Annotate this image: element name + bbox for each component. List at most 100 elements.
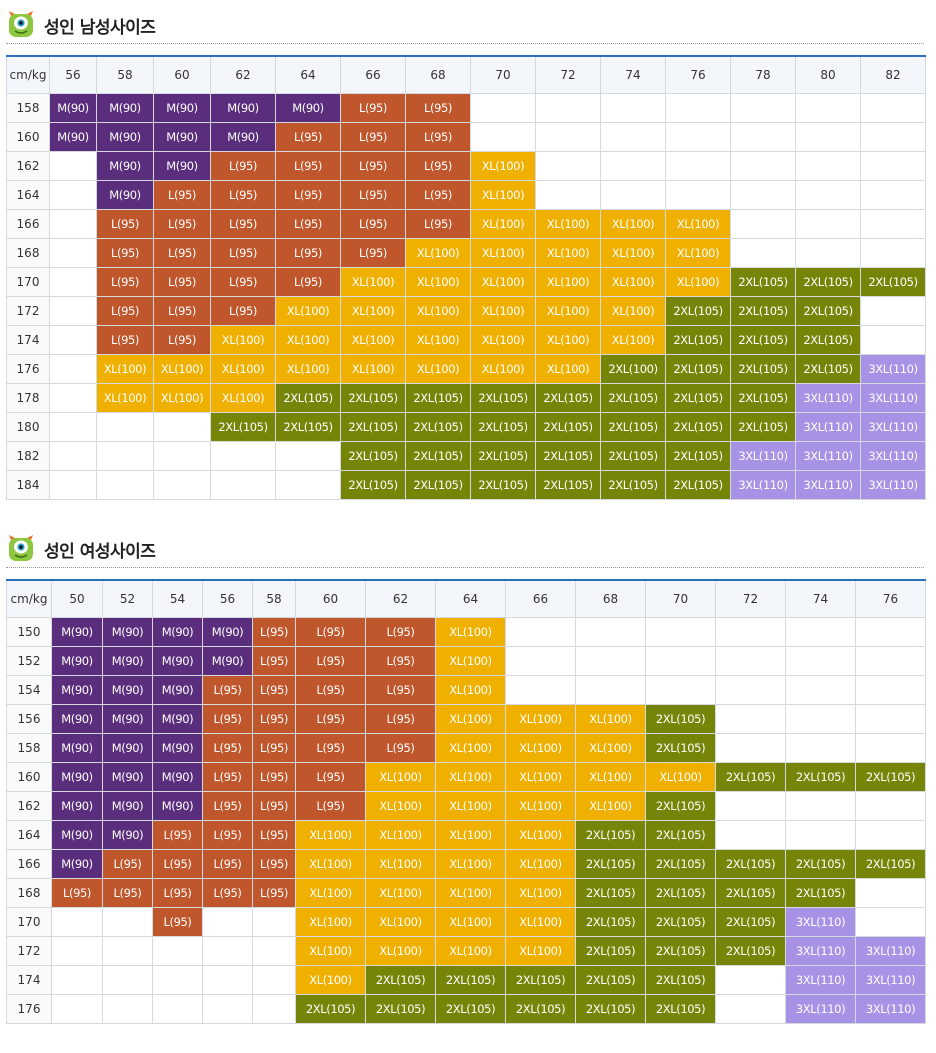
table-row: 168 L(95) L(95) L(95) L(95) L(95) XL(100) XL(10… — [6, 238, 926, 268]
size-cell: XL(100) — [295, 849, 366, 879]
size-cell: 2XL(105) — [730, 325, 796, 355]
height-header: 156 — [6, 704, 52, 734]
size-cell: 2XL(105) — [340, 441, 406, 471]
size-cell: L(95) — [153, 238, 211, 268]
empty-cell — [252, 907, 296, 937]
empty-cell — [665, 122, 731, 152]
size-cell: L(95) — [365, 675, 436, 705]
empty-cell — [860, 325, 926, 355]
men-section-header: 성인 남성사이즈 — [0, 0, 936, 44]
size-cell: L(95) — [51, 878, 103, 908]
size-cell: 3XL(110) — [785, 965, 856, 995]
size-cell: L(95) — [295, 791, 366, 821]
height-header: 166 — [6, 209, 50, 239]
empty-cell — [665, 151, 731, 181]
empty-cell — [730, 93, 796, 123]
weight-header: 68 — [405, 55, 471, 94]
weight-header: 60 — [295, 579, 366, 618]
empty-cell — [795, 238, 861, 268]
empty-cell — [252, 994, 296, 1024]
weight-header: 62 — [365, 579, 436, 618]
empty-cell — [855, 704, 926, 734]
size-cell: L(95) — [153, 180, 211, 210]
empty-cell — [665, 180, 731, 210]
size-cell: 3XL(110) — [860, 470, 926, 500]
table-row: 162 M(90) M(90) L(95) L(95) L(95) L(95) XL(100) — [6, 151, 926, 181]
size-cell: L(95) — [405, 93, 471, 123]
weight-header: 74 — [785, 579, 856, 618]
size-cell: 2XL(105) — [645, 849, 716, 879]
table-row: 158 M(90) M(90) M(90) L(95) L(95) L(95) L(95) XL… — [6, 733, 926, 763]
size-cell: XL(100) — [575, 733, 646, 763]
empty-cell — [600, 180, 666, 210]
table-row: 170 L(95) XL(100) XL(100) XL(100) XL(100) 2XL(… — [6, 907, 926, 937]
empty-cell — [795, 180, 861, 210]
weight-header: 62 — [210, 55, 276, 94]
size-cell: M(90) — [96, 180, 154, 210]
corner-header: cm/kg — [6, 55, 50, 94]
height-header: 158 — [6, 733, 52, 763]
height-header: 150 — [6, 617, 52, 647]
size-cell: 2XL(105) — [645, 704, 716, 734]
size-cell: L(95) — [202, 849, 253, 879]
size-cell: 2XL(105) — [575, 994, 646, 1024]
size-cell: XL(100) — [405, 238, 471, 268]
size-cell: L(95) — [365, 646, 436, 676]
size-cell: XL(100) — [405, 325, 471, 355]
size-cell: XL(100) — [275, 354, 341, 384]
size-cell: 2XL(105) — [405, 441, 471, 471]
size-cell: 2XL(105) — [645, 965, 716, 995]
size-cell: 2XL(105) — [795, 354, 861, 384]
table-row: 158 M(90) M(90) M(90) M(90) M(90) L(95) L(95) — [6, 93, 926, 123]
women-section-divider — [6, 567, 924, 568]
size-cell: XL(100) — [505, 820, 576, 850]
empty-cell — [275, 470, 341, 500]
empty-cell — [153, 470, 211, 500]
size-cell: M(90) — [153, 151, 211, 181]
empty-cell — [785, 733, 856, 763]
size-cell: XL(100) — [210, 354, 276, 384]
size-cell: L(95) — [252, 820, 296, 850]
size-cell: L(95) — [202, 762, 253, 792]
size-cell: M(90) — [202, 646, 253, 676]
size-cell: 2XL(105) — [340, 383, 406, 413]
size-cell: 2XL(105) — [600, 470, 666, 500]
size-cell: L(95) — [340, 238, 406, 268]
green-monster-mascot-icon — [9, 11, 33, 37]
empty-cell — [49, 180, 97, 210]
empty-cell — [855, 675, 926, 705]
size-cell: XL(100) — [153, 354, 211, 384]
empty-cell — [785, 675, 856, 705]
table-row: 172 L(95) L(95) L(95) XL(100) XL(100) XL(100) X… — [6, 296, 926, 326]
empty-cell — [102, 965, 153, 995]
empty-cell — [505, 617, 576, 647]
size-cell: 3XL(110) — [855, 994, 926, 1024]
size-cell: M(90) — [102, 820, 153, 850]
size-cell: XL(100) — [435, 878, 506, 908]
men-section-divider — [6, 43, 924, 44]
weight-header: 66 — [340, 55, 406, 94]
weight-header: 70 — [470, 55, 536, 94]
empty-cell — [785, 820, 856, 850]
size-cell: 2XL(105) — [405, 412, 471, 442]
table-row: 164 M(90) M(90) L(95) L(95) L(95) XL(100) XL(10… — [6, 820, 926, 850]
size-cell: 2XL(105) — [715, 878, 786, 908]
size-cell: XL(100) — [365, 791, 436, 821]
size-cell: XL(100) — [435, 617, 506, 647]
size-cell: 2XL(105) — [645, 994, 716, 1024]
size-cell: 3XL(110) — [795, 441, 861, 471]
size-cell: M(90) — [49, 93, 97, 123]
size-cell: L(95) — [340, 122, 406, 152]
empty-cell — [665, 93, 731, 123]
weight-header: 82 — [860, 55, 926, 94]
empty-cell — [51, 936, 103, 966]
size-cell: L(95) — [153, 325, 211, 355]
size-cell: M(90) — [51, 704, 103, 734]
weight-header: 58 — [252, 579, 296, 618]
size-cell: 2XL(105) — [575, 878, 646, 908]
empty-cell — [49, 325, 97, 355]
size-cell: L(95) — [152, 820, 203, 850]
height-header: 164 — [6, 180, 50, 210]
empty-cell — [96, 412, 154, 442]
size-cell: L(95) — [96, 325, 154, 355]
